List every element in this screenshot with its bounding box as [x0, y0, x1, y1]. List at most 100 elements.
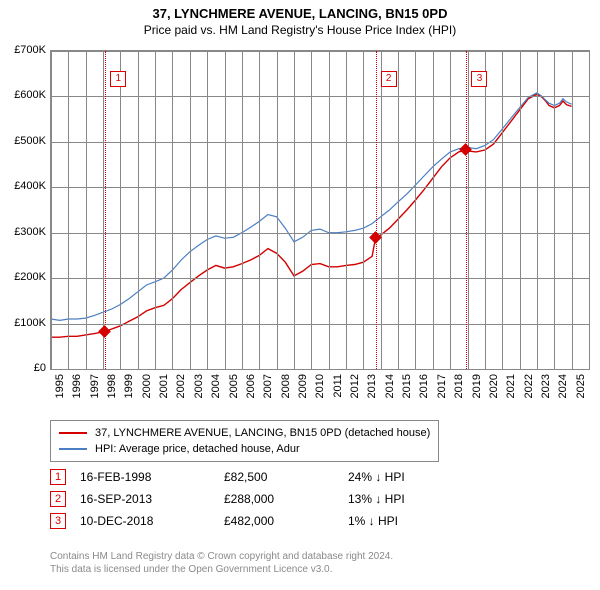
x-tick-label: 2017: [436, 374, 448, 398]
y-tick-label: £0: [2, 362, 46, 374]
gridline-v: [190, 51, 191, 369]
gridline-v: [415, 51, 416, 369]
legend-row: HPI: Average price, detached house, Adur: [59, 441, 430, 457]
x-tick-label: 2023: [540, 374, 552, 398]
y-tick-label: £200K: [2, 271, 46, 283]
legend-label: 37, LYNCHMERE AVENUE, LANCING, BN15 0PD …: [95, 427, 430, 439]
table-row: 216-SEP-2013£288,00013% ↓ HPI: [50, 488, 419, 510]
gridline-v: [242, 51, 243, 369]
gridline-v: [554, 51, 555, 369]
gridline-v: [485, 51, 486, 369]
sale-price-cell: £288,000: [224, 488, 348, 510]
x-tick-label: 2021: [505, 374, 517, 398]
gridline-h: [51, 369, 589, 370]
sale-marker-badge: 3: [471, 71, 487, 87]
y-tick-label: £700K: [2, 44, 46, 56]
sale-diff-cell: 24% ↓ HPI: [348, 466, 419, 488]
legend-swatch: [59, 448, 87, 450]
sale-marker-badge: 1: [110, 71, 126, 87]
table-row: 310-DEC-2018£482,0001% ↓ HPI: [50, 510, 419, 532]
sale-idx-cell: 3: [50, 510, 80, 532]
y-tick-label: £600K: [2, 89, 46, 101]
sale-price-cell: £482,000: [224, 510, 348, 532]
y-tick-label: £400K: [2, 180, 46, 192]
footer-line2: This data is licensed under the Open Gov…: [50, 564, 332, 575]
x-tick-label: 2006: [245, 374, 257, 398]
gridline-h: [51, 324, 589, 325]
sale-date-cell: 16-SEP-2013: [80, 488, 224, 510]
gridline-h: [51, 51, 589, 52]
x-tick-label: 2000: [141, 374, 153, 398]
x-tick-label: 1999: [123, 374, 135, 398]
x-tick-label: 2001: [158, 374, 170, 398]
sale-idx-badge: 1: [50, 469, 66, 485]
sale-marker-line: [466, 51, 467, 369]
x-tick-label: 2015: [401, 374, 413, 398]
sale-date-cell: 16-FEB-1998: [80, 466, 224, 488]
y-tick-label: £100K: [2, 317, 46, 329]
x-tick-label: 1997: [89, 374, 101, 398]
x-tick-label: 2012: [349, 374, 361, 398]
x-tick-label: 1996: [71, 374, 83, 398]
sale-idx-badge: 3: [50, 513, 66, 529]
gridline-v: [51, 51, 52, 369]
x-tick-label: 2019: [471, 374, 483, 398]
x-tick-label: 2025: [575, 374, 587, 398]
x-tick-label: 2009: [297, 374, 309, 398]
x-tick-label: 1995: [54, 374, 66, 398]
gridline-v: [277, 51, 278, 369]
x-tick-label: 2024: [557, 374, 569, 398]
chart-subtitle: Price paid vs. HM Land Registry's House …: [0, 23, 600, 37]
legend-row: 37, LYNCHMERE AVENUE, LANCING, BN15 0PD …: [59, 425, 430, 441]
chart-container: 37, LYNCHMERE AVENUE, LANCING, BN15 0PD …: [0, 0, 600, 590]
plot-area: 123: [50, 50, 590, 370]
gridline-v: [468, 51, 469, 369]
x-tick-label: 2016: [418, 374, 430, 398]
x-tick-label: 2020: [488, 374, 500, 398]
sale-diff-cell: 13% ↓ HPI: [348, 488, 419, 510]
x-tick-label: 2008: [280, 374, 292, 398]
x-tick-label: 2013: [366, 374, 378, 398]
gridline-v: [68, 51, 69, 369]
sale-diff-cell: 1% ↓ HPI: [348, 510, 419, 532]
gridline-v: [537, 51, 538, 369]
gridline-v: [572, 51, 573, 369]
gridline-v: [103, 51, 104, 369]
x-tick-label: 2005: [228, 374, 240, 398]
sale-idx-cell: 1: [50, 466, 80, 488]
gridline-v: [363, 51, 364, 369]
gridline-v: [381, 51, 382, 369]
gridline-v: [172, 51, 173, 369]
legend-label: HPI: Average price, detached house, Adur: [95, 443, 300, 455]
x-tick-label: 2014: [384, 374, 396, 398]
x-tick-label: 2003: [193, 374, 205, 398]
gridline-h: [51, 96, 589, 97]
gridline-v: [225, 51, 226, 369]
gridline-h: [51, 187, 589, 188]
y-tick-label: £300K: [2, 226, 46, 238]
chart-titles: 37, LYNCHMERE AVENUE, LANCING, BN15 0PD …: [0, 0, 600, 37]
x-tick-label: 2018: [453, 374, 465, 398]
gridline-v: [155, 51, 156, 369]
gridline-h: [51, 142, 589, 143]
chart-svg: [51, 51, 589, 369]
sale-marker-line: [105, 51, 106, 369]
footer-line1: Contains HM Land Registry data © Crown c…: [50, 551, 393, 562]
sale-price-cell: £82,500: [224, 466, 348, 488]
gridline-h: [51, 233, 589, 234]
gridline-v: [520, 51, 521, 369]
table-row: 1 16-FEB-1998£82,50024% ↓ HPI: [50, 466, 419, 488]
sales-table: 1 16-FEB-1998£82,50024% ↓ HPI216-SEP-2013…: [50, 466, 419, 532]
gridline-v: [398, 51, 399, 369]
gridline-v: [138, 51, 139, 369]
gridline-v: [86, 51, 87, 369]
x-tick-label: 2010: [314, 374, 326, 398]
x-tick-label: 1998: [106, 374, 118, 398]
legend: 37, LYNCHMERE AVENUE, LANCING, BN15 0PD …: [50, 420, 439, 462]
gridline-v: [502, 51, 503, 369]
legend-swatch: [59, 432, 87, 434]
gridline-v: [120, 51, 121, 369]
attribution-footer: Contains HM Land Registry data © Crown c…: [50, 550, 590, 576]
x-tick-label: 2002: [175, 374, 187, 398]
x-tick-label: 2007: [262, 374, 274, 398]
